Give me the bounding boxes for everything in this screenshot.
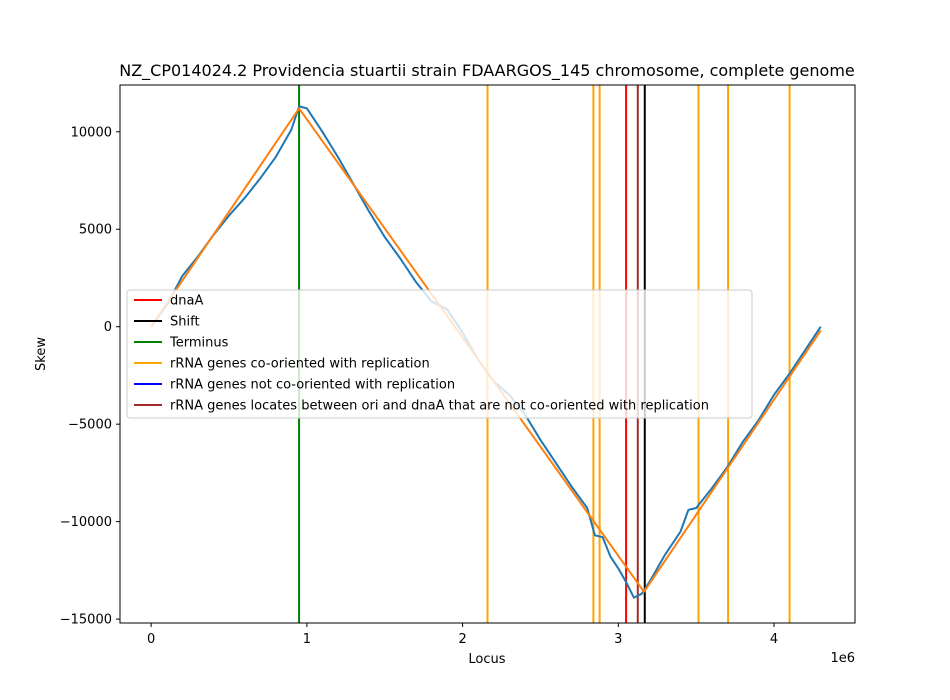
x-tick-label: 1: [303, 632, 311, 647]
chart-title: NZ_CP014024.2 Providencia stuartii strai…: [119, 61, 855, 81]
x-axis-label: Locus: [468, 652, 505, 667]
y-axis: −15000 −10000 −5000 0 5000 10000: [60, 125, 120, 628]
plot-frame: [119, 84, 856, 624]
x-axis-offset-label: 1e6: [830, 651, 855, 666]
x-tick-label: 2: [458, 632, 466, 647]
legend-label: dnaA: [170, 294, 203, 309]
x-tick-label: 3: [614, 632, 622, 647]
y-tick-label: −15000: [60, 613, 112, 628]
legend-label: rRNA genes locates between ori and dnaA …: [170, 399, 709, 414]
legend-box: [126, 289, 753, 419]
y-tick-label: 10000: [71, 125, 112, 140]
x-axis: 0 1 2 3 4: [147, 623, 778, 647]
legend-label: rRNA genes co-oriented with replication: [170, 357, 430, 372]
legend: dnaA Shift Terminus rRNA genes co-oriented …: [126, 289, 753, 419]
legend-label: rRNA genes not co-oriented with replicat…: [170, 378, 455, 393]
legend-label: Shift: [170, 315, 200, 330]
y-axis-label: Skew: [34, 337, 49, 371]
y-tick-label: 0: [104, 320, 112, 335]
y-tick-label: −10000: [60, 515, 112, 530]
x-tick-label: 4: [770, 632, 778, 647]
x-tick-label: 0: [147, 632, 155, 647]
legend-label: Terminus: [169, 336, 229, 351]
y-tick-label: 5000: [79, 223, 112, 238]
y-tick-label: −5000: [68, 418, 112, 433]
